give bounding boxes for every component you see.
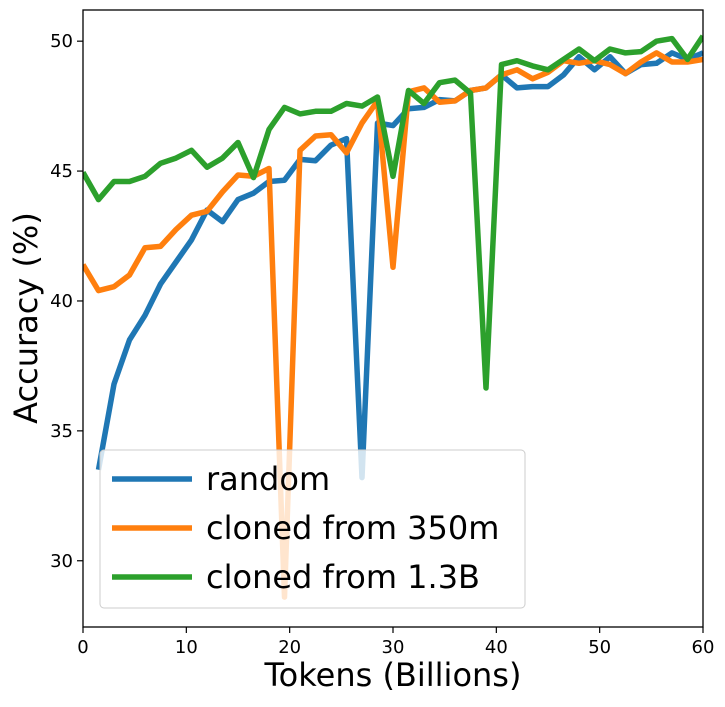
y-axis: 30 35 40 45 50 (50, 31, 83, 572)
series-line-2 (83, 34, 703, 391)
y-tick-label: 40 (50, 291, 73, 312)
x-axis-label: Tokens (Billions) (264, 656, 522, 694)
series-line-0 (95, 50, 703, 481)
x-axis: 0 10 20 30 40 50 60 (77, 627, 714, 658)
x-tick-label: 40 (485, 637, 508, 658)
y-tick-label: 45 (50, 161, 73, 182)
y-axis-label: Accuracy (%) (7, 212, 45, 424)
x-tick-label: 10 (175, 637, 198, 658)
x-tick-label: 0 (77, 637, 88, 658)
y-tick-label: 35 (50, 421, 73, 442)
x-tick-label: 30 (382, 637, 405, 658)
x-tick-label: 60 (692, 637, 715, 658)
x-tick-label: 20 (278, 637, 301, 658)
x-tick-label: 50 (588, 637, 611, 658)
legend-label-1: cloned from 350m (206, 509, 499, 547)
legend-label-0: random (206, 460, 330, 498)
legend: random cloned from 350m cloned from 1.3B (99, 449, 526, 609)
y-tick-label: 30 (50, 551, 73, 572)
legend-label-2: cloned from 1.3B (206, 558, 480, 596)
series-layer (83, 34, 703, 600)
series-line-1 (83, 50, 703, 600)
legend-frame (99, 449, 526, 609)
y-tick-label: 50 (50, 31, 73, 52)
